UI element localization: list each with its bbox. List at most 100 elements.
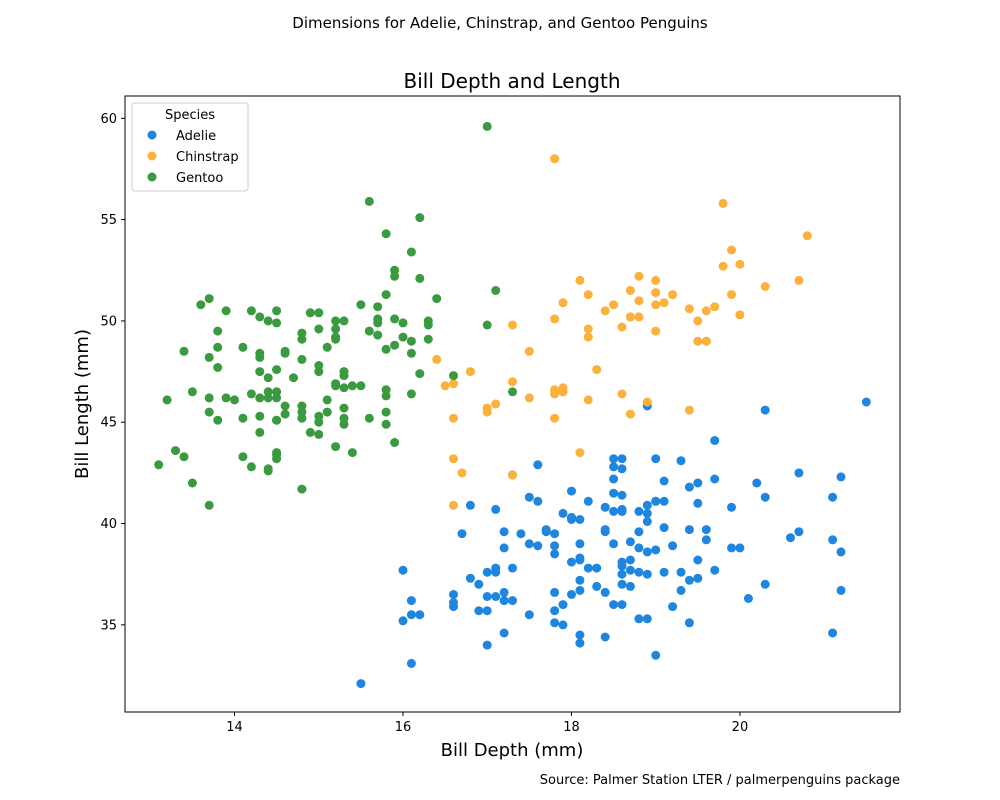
point-gentoo-115 <box>415 213 425 223</box>
point-gentoo-60 <box>255 411 265 421</box>
point-gentoo-105 <box>356 381 366 391</box>
point-adelie-150 <box>634 614 644 624</box>
x-tick-label-20: 20 <box>732 720 749 735</box>
point-adelie-137 <box>406 610 416 620</box>
point-adelie-136 <box>668 541 678 551</box>
point-adelie-3 <box>676 585 686 595</box>
point-chinstrap-31 <box>802 231 812 241</box>
y-axis: 35 40 45 50 55 60 <box>100 112 125 633</box>
point-gentoo-47 <box>246 306 256 316</box>
point-gentoo-117 <box>289 373 298 383</box>
point-adelie-32 <box>642 500 652 510</box>
point-chinstrap-36 <box>592 365 602 375</box>
point-gentoo-64 <box>297 401 307 411</box>
point-adelie-13 <box>828 628 838 638</box>
point-adelie-40 <box>600 502 610 512</box>
point-gentoo-106 <box>297 484 307 494</box>
point-gentoo-76 <box>339 367 349 377</box>
point-gentoo-63 <box>381 229 391 239</box>
point-gentoo-94 <box>305 427 315 437</box>
point-adelie-123 <box>609 454 619 464</box>
point-adelie-134 <box>617 504 627 514</box>
point-adelie-14 <box>550 587 560 597</box>
point-adelie-26 <box>558 508 568 518</box>
point-adelie-41 <box>609 600 619 610</box>
point-gentoo-69 <box>373 302 383 312</box>
point-gentoo-96 <box>297 328 307 338</box>
point-gentoo-111 <box>482 320 492 330</box>
point-chinstrap-8 <box>642 397 652 407</box>
point-adelie-18 <box>861 397 871 407</box>
point-gentoo-70 <box>213 363 223 372</box>
point-adelie-57 <box>449 590 458 599</box>
point-gentoo-19 <box>322 342 332 352</box>
point-chinstrap-26 <box>600 306 610 316</box>
point-adelie-63 <box>491 592 501 601</box>
point-adelie-87 <box>575 553 585 563</box>
point-chinstrap-39 <box>727 245 736 255</box>
point-adelie-84 <box>524 492 534 502</box>
y-tick-label-60: 60 <box>100 112 117 127</box>
point-gentoo-92 <box>381 407 391 417</box>
point-gentoo-57 <box>322 407 332 417</box>
point-adelie-95 <box>398 565 408 575</box>
point-gentoo-108 <box>238 452 248 462</box>
point-gentoo-98 <box>255 348 265 358</box>
point-gentoo-37 <box>314 429 324 439</box>
point-chinstrap-18 <box>617 389 627 399</box>
point-adelie-113 <box>651 496 661 506</box>
point-gentoo-110 <box>221 306 231 316</box>
point-chinstrap-13 <box>575 275 585 285</box>
point-chinstrap-54 <box>432 354 442 364</box>
point-adelie-0 <box>625 537 635 547</box>
point-gentoo-12 <box>204 407 214 417</box>
point-gentoo-125 <box>373 314 383 324</box>
point-gentoo-55 <box>314 417 324 427</box>
point-chinstrap-56 <box>508 320 517 330</box>
point-gentoo-116 <box>390 340 400 350</box>
point-adelie-20 <box>625 565 635 575</box>
point-adelie-8 <box>752 478 762 488</box>
point-adelie-112 <box>567 515 576 524</box>
point-adelie-130 <box>617 569 627 579</box>
y-tick-label-40: 40 <box>100 517 117 532</box>
point-adelie-115 <box>625 581 635 591</box>
legend-label-chinstrap: Chinstrap <box>176 150 239 165</box>
point-chinstrap-20 <box>508 470 517 480</box>
points-layer <box>154 121 871 689</box>
point-adelie-138 <box>634 567 644 577</box>
legend: Species Adelie Chinstrap Gentoo <box>131 102 249 192</box>
point-adelie-64 <box>567 486 576 496</box>
point-gentoo-120 <box>364 413 374 423</box>
point-adelie-142 <box>634 543 644 553</box>
point-adelie-46 <box>642 569 652 579</box>
point-adelie-88 <box>794 527 804 537</box>
point-gentoo-93 <box>364 326 374 336</box>
point-adelie-122 <box>465 573 475 583</box>
point-gentoo-100 <box>179 346 189 356</box>
point-gentoo-41 <box>314 324 324 334</box>
point-adelie-102 <box>676 456 686 466</box>
point-gentoo-77 <box>204 294 214 304</box>
point-adelie-92 <box>575 585 585 595</box>
point-adelie-66 <box>659 496 669 506</box>
point-gentoo-79 <box>339 413 349 423</box>
x-axis: 14 16 18 20 <box>226 712 748 735</box>
point-adelie-81 <box>836 585 846 595</box>
point-adelie-5 <box>550 541 560 551</box>
x-axis-label: Bill Depth (mm) <box>441 740 584 761</box>
point-chinstrap-37 <box>794 275 804 285</box>
point-chinstrap-66 <box>558 298 568 308</box>
point-gentoo-74 <box>246 389 256 399</box>
point-adelie-145 <box>727 543 736 553</box>
point-gentoo-6 <box>280 409 290 419</box>
point-gentoo-38 <box>390 438 400 447</box>
point-adelie-11 <box>533 496 543 506</box>
point-gentoo-87 <box>381 290 391 300</box>
point-gentoo-71 <box>406 389 416 399</box>
legend-marker-chinstrap <box>147 151 157 161</box>
point-adelie-36 <box>609 474 619 484</box>
point-gentoo-10 <box>204 500 214 510</box>
point-adelie-127 <box>600 527 610 537</box>
point-gentoo-33 <box>482 121 492 131</box>
